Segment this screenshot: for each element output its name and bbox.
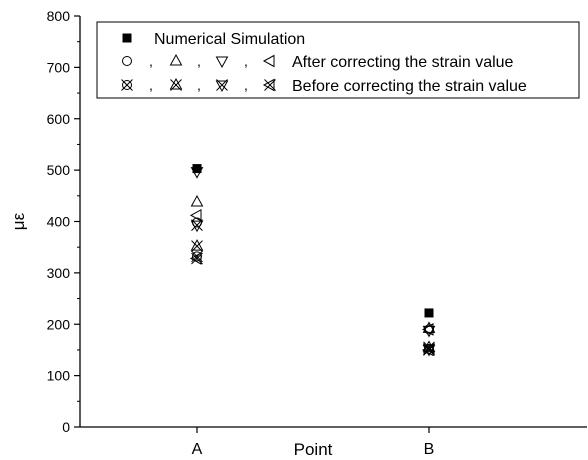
legend-marker-triangle-left-x [262, 78, 276, 92]
legend-marker-circle-x [121, 79, 133, 91]
legend-marker-triangle-up-x [169, 77, 183, 91]
legend-separator: , [244, 53, 248, 69]
y-tick-label: 200 [47, 316, 71, 332]
x-tick-label: B [424, 441, 435, 458]
y-tick-label: 0 [62, 419, 70, 435]
y-tick-label: 700 [47, 59, 71, 75]
y-tick-label: 600 [47, 111, 71, 127]
x-axis-label: Point [294, 440, 333, 459]
x-tick-label: A [192, 441, 203, 458]
data-point-triangle-left-B [421, 323, 434, 336]
legend-separator: , [197, 53, 201, 69]
data-point-triangle-down-A [190, 167, 204, 179]
legend-marker-circle [122, 56, 132, 66]
legend-marker-triangle-down [215, 56, 229, 69]
data-point-triangle-left-x-A [189, 252, 203, 265]
legend-separator: , [149, 77, 153, 93]
y-tick-label: 500 [47, 162, 71, 178]
legend-separator: , [149, 53, 153, 69]
legend-marker-triangle-down-x [215, 79, 229, 93]
legend-label: After correcting the strain value [292, 54, 514, 71]
legend: Numerical Simulation,,, After correcting … [96, 21, 580, 99]
data-point-triangle-down-x-A [190, 219, 204, 233]
y-axis-ticks: 0 100 200 300 400 500 600 700 800 [47, 8, 80, 435]
legend-marker-triangle-left [262, 54, 275, 68]
legend-separator: , [197, 77, 201, 93]
legend-separator: , [244, 77, 248, 93]
data-point-triangle-up-x-A [190, 239, 204, 253]
legend-box [96, 21, 580, 99]
y-tick-label: 800 [47, 8, 71, 24]
legend-marker-filled-square [122, 33, 132, 43]
y-tick-label: 400 [47, 214, 71, 230]
data-point-triangle-left-x-B [421, 343, 435, 357]
data-point-triangle-up-A [190, 194, 204, 207]
data-points [189, 164, 436, 357]
data-point-triangle-left-A [189, 208, 202, 222]
legend-label: Before correcting the strain value [292, 78, 527, 95]
y-tick-label: 300 [47, 265, 71, 281]
legend-label: Numerical Simulation [154, 31, 305, 48]
data-point-filled-square-B [424, 308, 434, 318]
y-tick-label: 100 [47, 368, 71, 384]
legend-marker-triangle-up [169, 53, 183, 66]
data-point-filled-square-A [192, 164, 202, 174]
y-axis-label: με [9, 212, 28, 230]
